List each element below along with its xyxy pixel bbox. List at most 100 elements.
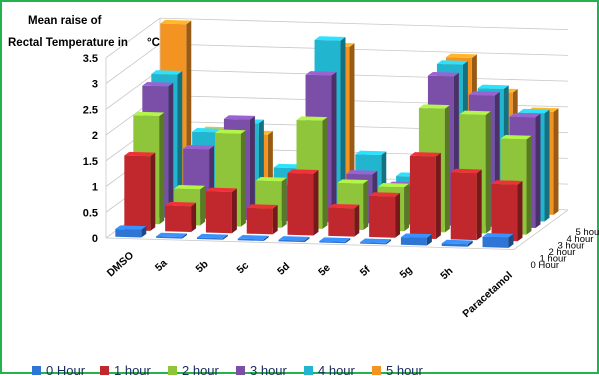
x-tick-label: DMSO bbox=[105, 249, 136, 279]
bar-top bbox=[256, 177, 287, 181]
bar-top bbox=[115, 225, 146, 229]
bar-side bbox=[332, 72, 337, 222]
bar-side bbox=[282, 178, 287, 228]
bar-side bbox=[477, 170, 482, 241]
bar-top bbox=[483, 233, 514, 237]
y-tick-label: 1.5 bbox=[83, 156, 98, 168]
x-tick-label: Paracetamol bbox=[460, 269, 515, 320]
bar-top bbox=[133, 112, 164, 116]
bar-top bbox=[442, 240, 473, 244]
x-tick-label: 5g bbox=[397, 264, 414, 281]
bar-front bbox=[410, 156, 436, 239]
bar bbox=[156, 233, 187, 239]
bar bbox=[360, 238, 391, 244]
y-tick-label: 2.5 bbox=[83, 104, 98, 116]
bar bbox=[247, 204, 278, 234]
bar-side bbox=[273, 205, 278, 234]
bar-top bbox=[279, 236, 310, 240]
bar-top bbox=[492, 180, 523, 184]
bar-top bbox=[288, 169, 319, 173]
bar-top bbox=[315, 36, 346, 40]
bar bbox=[401, 233, 432, 245]
legend-item: 1 hour bbox=[100, 363, 152, 376]
bar-top bbox=[206, 188, 237, 192]
bar-side bbox=[323, 117, 328, 229]
bar-top bbox=[319, 237, 350, 241]
bar bbox=[410, 152, 441, 239]
legend-item: 0 Hour bbox=[32, 363, 86, 376]
chart-title: Mean raise of Rectal Temperature in °C bbox=[8, 15, 160, 49]
x-tick-label: 5c bbox=[234, 259, 251, 276]
legend-item: 3 hour bbox=[236, 363, 288, 376]
bar-side bbox=[150, 153, 155, 231]
bar-side bbox=[536, 114, 541, 228]
y-tick-label: 0 bbox=[92, 233, 98, 245]
bar-side bbox=[191, 203, 196, 232]
bar-top bbox=[174, 185, 205, 189]
bar-front bbox=[247, 208, 273, 234]
bar-top bbox=[428, 72, 459, 76]
bar-side bbox=[159, 113, 164, 225]
bar-front bbox=[369, 196, 395, 238]
bar-front bbox=[483, 237, 509, 248]
bar bbox=[115, 225, 146, 237]
x-tick-label: 5b bbox=[193, 258, 210, 275]
bar-side bbox=[314, 170, 319, 235]
bar-top bbox=[501, 135, 532, 139]
bar-side bbox=[241, 130, 246, 226]
bar-top bbox=[124, 152, 155, 156]
bar-top bbox=[238, 235, 269, 239]
y-tick-label: 0.5 bbox=[83, 207, 98, 219]
bar bbox=[165, 202, 196, 232]
bar-top bbox=[360, 238, 391, 242]
bar-top bbox=[519, 109, 550, 113]
bar-top bbox=[510, 113, 541, 117]
bar-side bbox=[527, 136, 532, 235]
bar-top bbox=[337, 179, 368, 183]
bar bbox=[451, 169, 482, 240]
bar bbox=[206, 188, 237, 234]
bar-front bbox=[165, 206, 191, 232]
bar bbox=[483, 233, 514, 248]
bar-side bbox=[200, 186, 205, 226]
x-tick-label: 5d bbox=[275, 260, 292, 277]
legend-item: 4 hour bbox=[304, 363, 356, 376]
y-axis-ticks: 00.511.522.533.5 bbox=[83, 53, 98, 245]
y-tick-label: 1 bbox=[92, 182, 98, 194]
title-unit: °C bbox=[147, 37, 160, 49]
y-tick-label: 2 bbox=[92, 130, 98, 142]
bar-top bbox=[183, 145, 214, 149]
bar-front bbox=[492, 184, 518, 241]
bar-top bbox=[401, 233, 432, 237]
title-line-1: Mean raise of bbox=[28, 15, 102, 27]
bar-top bbox=[197, 234, 228, 238]
bar bbox=[124, 152, 155, 231]
bar bbox=[238, 235, 269, 241]
bar-side bbox=[486, 111, 491, 233]
bar bbox=[328, 204, 359, 237]
bar-top bbox=[410, 152, 441, 156]
bar-top bbox=[369, 192, 400, 196]
bar-front bbox=[124, 155, 150, 230]
bar-front bbox=[401, 237, 427, 245]
legend-label: 4 hour bbox=[318, 363, 356, 376]
bar bbox=[442, 240, 473, 247]
legend-label: 5 hour bbox=[386, 363, 424, 376]
bar-side bbox=[168, 83, 173, 218]
bar-top bbox=[328, 204, 359, 208]
bar-front bbox=[451, 172, 477, 240]
bar-side bbox=[395, 193, 400, 238]
bar bbox=[492, 180, 523, 241]
bar-top bbox=[469, 91, 500, 95]
bar bbox=[319, 237, 350, 243]
bar-top bbox=[478, 85, 509, 89]
x-tick-label: 5f bbox=[358, 263, 373, 279]
bar-top bbox=[451, 169, 482, 173]
x-tick-label: 5a bbox=[153, 257, 170, 274]
bar-side bbox=[554, 108, 559, 215]
